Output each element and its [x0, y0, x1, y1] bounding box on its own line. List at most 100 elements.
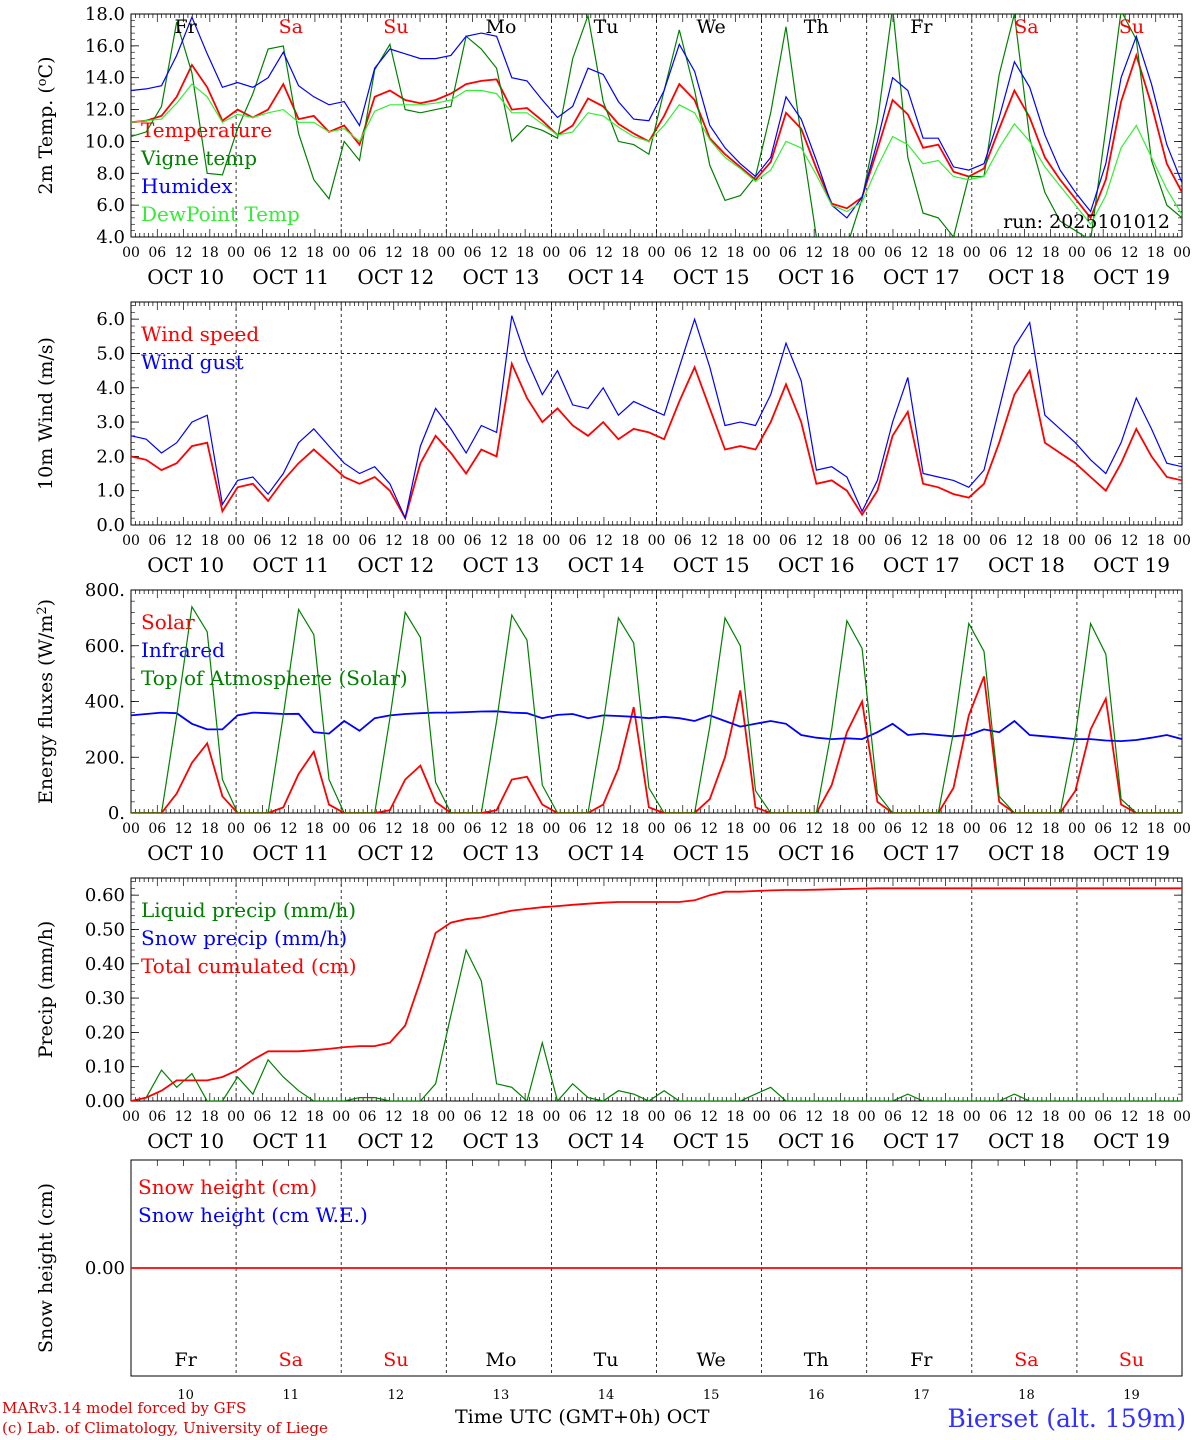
day-label: OCT 16	[778, 553, 855, 577]
run-label: run: 2025101012	[1003, 211, 1170, 233]
day-label: OCT 11	[252, 1129, 329, 1153]
hour-tick-label: 12	[175, 245, 193, 261]
hour-tick-label: 18	[937, 1109, 955, 1125]
weekday-bottom-label: Tu	[594, 1349, 619, 1371]
hour-tick-label: 12	[280, 533, 298, 549]
hour-tick-label: 06	[674, 821, 692, 837]
hour-tick-label: 06	[253, 533, 271, 549]
hour-tick-label: 12	[1121, 245, 1139, 261]
legend-energy-2: Top of Atmosphere (Solar)	[141, 666, 408, 690]
lab-credit: (c) Lab. of Climatology, University of L…	[2, 1419, 328, 1437]
hour-tick-label: 12	[280, 245, 298, 261]
y-tick-label: 8.0	[96, 163, 125, 184]
hour-tick-label: 12	[910, 821, 928, 837]
hour-tick-label: 06	[569, 821, 587, 837]
hour-tick-label: 18	[621, 821, 639, 837]
day-label: OCT 14	[568, 1129, 645, 1153]
y-axis-title: Energy fluxes (W/m2)	[35, 599, 57, 804]
series-line-energy-2	[131, 604, 1182, 813]
series-line-temp-2	[131, 15, 1182, 219]
day-label: OCT 15	[673, 841, 750, 865]
hour-tick-label: 12	[385, 1109, 403, 1125]
hour-tick-label: 00	[648, 821, 666, 837]
hour-tick-label: 00	[963, 1109, 981, 1125]
y-tick-label: 4.0	[96, 378, 125, 399]
hour-tick-label: 00	[753, 245, 771, 261]
hour-tick-label: 18	[726, 245, 744, 261]
hour-tick-label: 12	[805, 821, 823, 837]
hour-tick-label: 12	[1121, 533, 1139, 549]
day-label: OCT 18	[988, 265, 1065, 289]
series-line-wind-1	[131, 315, 1182, 521]
hour-tick-label: 06	[989, 245, 1007, 261]
hour-tick-label: 18	[726, 1109, 744, 1125]
day-label: OCT 16	[778, 1129, 855, 1153]
hour-tick-label: 06	[464, 1109, 482, 1125]
y-axis-title: Precip (mm/h)	[35, 921, 57, 1059]
day-label: OCT 12	[357, 841, 434, 865]
hour-tick-label: 12	[490, 821, 508, 837]
hour-tick-label: 18	[832, 1109, 850, 1125]
day-label: OCT 17	[883, 265, 960, 289]
hour-tick-label: 00	[542, 1109, 560, 1125]
hour-tick-label: 00	[858, 821, 876, 837]
hour-tick-label: 18	[516, 245, 534, 261]
hour-tick-label: 00	[332, 1109, 350, 1125]
day-label: OCT 19	[1093, 841, 1170, 865]
weekday-bottom-label: Th	[804, 1349, 829, 1371]
y-tick-label: 200.	[85, 747, 125, 768]
y-tick-label: 0.00	[85, 1258, 125, 1279]
hour-tick-label: 06	[148, 533, 166, 549]
hour-tick-label: 00	[227, 1109, 245, 1125]
y-tick-label: 400.	[85, 692, 125, 713]
weekday-top-label: Sa	[1014, 16, 1038, 38]
hour-tick-label: 18	[201, 821, 219, 837]
weekday-top-label: Mo	[485, 16, 516, 38]
hour-tick-label: 12	[1015, 821, 1033, 837]
hour-tick-label: 06	[464, 821, 482, 837]
hour-tick-label: 06	[779, 1109, 797, 1125]
series-line-precip-0	[131, 948, 1182, 1101]
hour-tick-label: 00	[648, 533, 666, 549]
legend-wind-1: Wind gust	[141, 350, 244, 374]
hour-tick-label: 12	[280, 1109, 298, 1125]
day-label: OCT 16	[778, 265, 855, 289]
hour-tick-label: 12	[280, 821, 298, 837]
hour-tick-label: 06	[884, 245, 902, 261]
series-line-temp-0	[131, 52, 1182, 220]
hour-tick-label: 12	[805, 245, 823, 261]
hour-tick-label: 18	[1042, 533, 1060, 549]
weekday-top-label: Sa	[279, 16, 303, 38]
hour-tick-label: 18	[1042, 245, 1060, 261]
legend-snow-0: Snow height (cm)	[138, 1175, 317, 1199]
hour-tick-label: 00	[753, 821, 771, 837]
legend-energy-0: Solar	[141, 610, 195, 634]
day-label: OCT 18	[988, 553, 1065, 577]
hour-tick-label: 18	[937, 821, 955, 837]
weekday-bottom-label: Fr	[175, 1349, 198, 1371]
hour-tick-label: 06	[253, 245, 271, 261]
hour-tick-label: 12	[175, 1109, 193, 1125]
series-line-energy-1	[131, 710, 1182, 743]
day-number-label: 16	[808, 1388, 825, 1403]
y-tick-label: 0.60	[85, 885, 125, 906]
hour-tick-label: 18	[306, 245, 324, 261]
hour-tick-label: 12	[1015, 1109, 1033, 1125]
hour-tick-label: 06	[1094, 533, 1112, 549]
day-number-label: 12	[388, 1388, 405, 1403]
hour-tick-label: 06	[359, 1109, 377, 1125]
hour-tick-label: 00	[963, 533, 981, 549]
y-tick-label: 0.30	[85, 988, 125, 1009]
hour-tick-label: 12	[595, 821, 613, 837]
weekday-top-label: Su	[383, 16, 408, 38]
hour-tick-label: 06	[253, 821, 271, 837]
y-tick-label: 6.0	[96, 309, 125, 330]
hour-tick-label: 00	[122, 1109, 140, 1125]
hour-tick-label: 06	[674, 1109, 692, 1125]
hour-tick-label: 18	[937, 245, 955, 261]
hour-tick-label: 12	[805, 1109, 823, 1125]
hour-tick-label: 06	[779, 821, 797, 837]
hour-tick-label: 12	[910, 1109, 928, 1125]
day-label: OCT 13	[463, 265, 540, 289]
legend-temp-3: DewPoint Temp	[141, 202, 300, 226]
